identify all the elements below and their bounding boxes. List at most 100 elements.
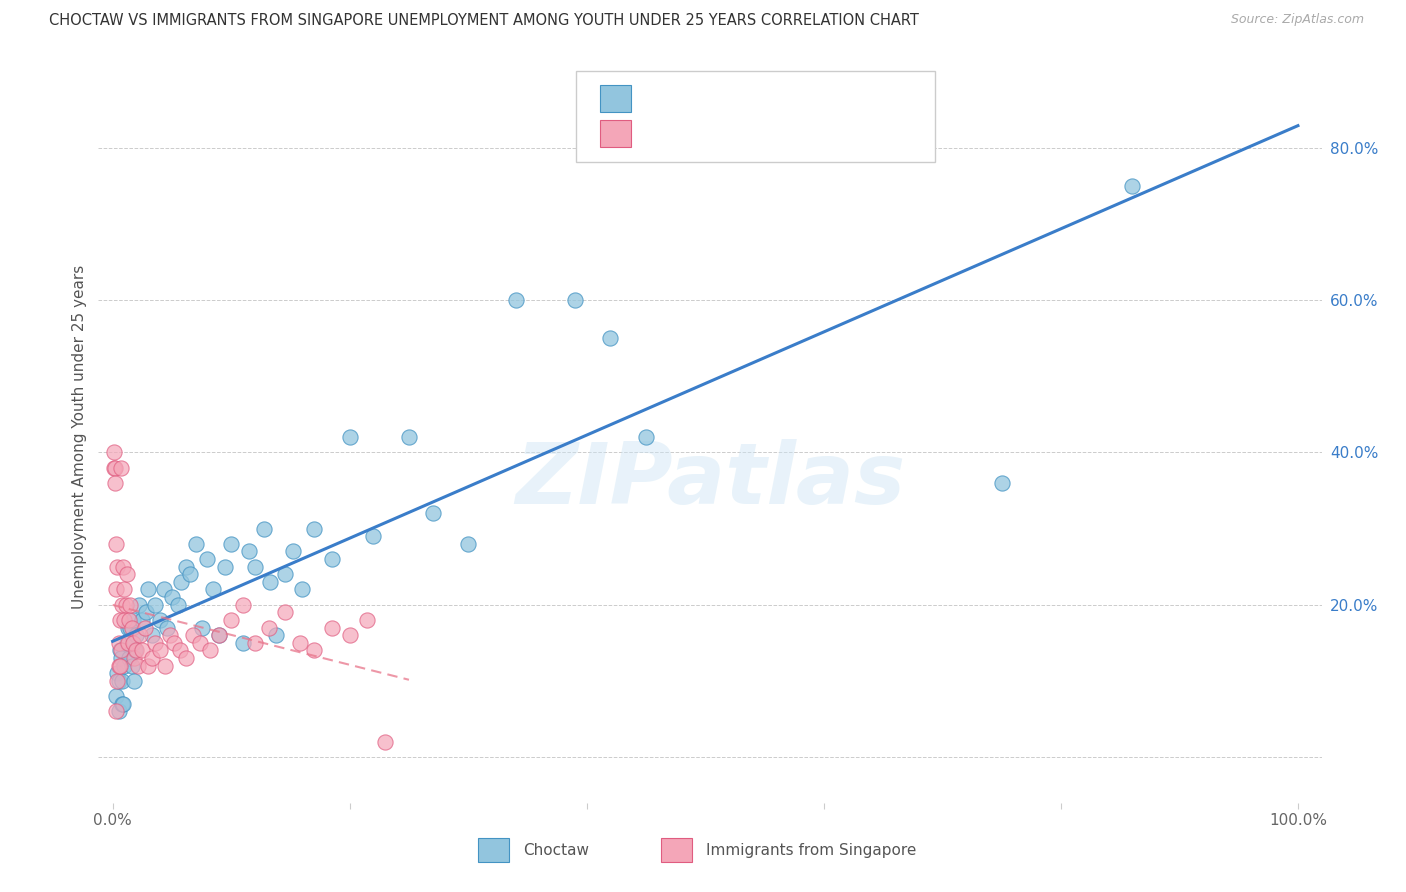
Point	[127, 658, 149, 673]
Point	[291, 582, 314, 597]
Point	[159, 628, 181, 642]
Text: Choctaw: Choctaw	[523, 843, 589, 857]
Point	[152, 582, 174, 597]
Point	[122, 651, 145, 665]
Point	[125, 643, 148, 657]
Point	[238, 544, 260, 558]
Point	[208, 628, 231, 642]
Point	[105, 689, 128, 703]
Point	[153, 658, 176, 673]
Point	[163, 636, 186, 650]
Text: N = 62: N = 62	[772, 89, 830, 107]
Point	[128, 598, 150, 612]
Text: R = 0.402: R = 0.402	[645, 125, 728, 143]
Point	[184, 537, 207, 551]
Point	[121, 636, 143, 650]
Point	[118, 651, 141, 665]
Point	[321, 621, 343, 635]
Point	[339, 628, 361, 642]
Point	[122, 673, 145, 688]
Point	[198, 643, 221, 657]
Point	[121, 621, 143, 635]
Point	[136, 582, 159, 597]
Point	[990, 475, 1012, 490]
Point	[105, 666, 128, 681]
Point	[134, 621, 156, 635]
Point	[118, 613, 141, 627]
Point	[219, 613, 242, 627]
Point	[160, 590, 183, 604]
Point	[105, 537, 128, 551]
Point	[111, 598, 134, 612]
Point	[1121, 178, 1143, 193]
Point	[112, 559, 135, 574]
Point	[339, 430, 361, 444]
Point	[120, 598, 142, 612]
Point	[214, 559, 236, 574]
Point	[121, 658, 143, 673]
Point	[107, 705, 129, 719]
Point	[125, 628, 148, 642]
Point	[232, 598, 254, 612]
Point	[110, 460, 132, 475]
Point	[104, 460, 127, 475]
Point	[115, 567, 138, 582]
Point	[243, 636, 266, 650]
Point	[112, 697, 135, 711]
Point	[208, 628, 231, 642]
Point	[143, 598, 166, 612]
Point	[219, 537, 242, 551]
Point	[103, 460, 125, 475]
Point	[111, 697, 134, 711]
Point	[105, 559, 128, 574]
Point	[110, 651, 132, 665]
Point	[107, 673, 129, 688]
Point	[302, 521, 325, 535]
Point	[243, 559, 266, 574]
Point	[321, 552, 343, 566]
Point	[174, 651, 197, 665]
Point	[104, 475, 127, 490]
Point	[115, 636, 138, 650]
Point	[149, 613, 172, 627]
Point	[149, 643, 172, 657]
Point	[136, 658, 159, 673]
Point	[131, 613, 153, 627]
Point	[197, 552, 219, 566]
Point	[457, 537, 479, 551]
Point	[108, 643, 131, 657]
Point	[107, 636, 129, 650]
Point	[117, 636, 139, 650]
Point	[188, 636, 211, 650]
Point	[131, 643, 153, 657]
Point	[202, 582, 225, 597]
Point	[114, 613, 136, 627]
Point	[108, 613, 131, 627]
Point	[166, 598, 188, 612]
Point	[135, 605, 157, 619]
Point	[141, 628, 163, 642]
Point	[190, 621, 212, 635]
Point	[107, 658, 129, 673]
Text: CHOCTAW VS IMMIGRANTS FROM SINGAPORE UNEMPLOYMENT AMONG YOUTH UNDER 25 YEARS COR: CHOCTAW VS IMMIGRANTS FROM SINGAPORE UNE…	[49, 13, 920, 29]
Text: Immigrants from Singapore: Immigrants from Singapore	[706, 843, 917, 857]
Point	[169, 643, 191, 657]
Point	[273, 605, 295, 619]
Point	[288, 636, 311, 650]
Point	[253, 521, 276, 535]
Point	[156, 621, 179, 635]
Point	[264, 628, 287, 642]
Point	[564, 293, 586, 307]
Point	[110, 643, 132, 657]
Point	[105, 673, 128, 688]
Point	[170, 574, 193, 589]
Point	[273, 567, 295, 582]
Point	[141, 651, 163, 665]
Point	[103, 445, 125, 459]
Point	[232, 636, 254, 650]
Point	[114, 658, 136, 673]
Point	[174, 559, 197, 574]
Point	[181, 628, 204, 642]
Point	[374, 735, 396, 749]
Point	[599, 331, 621, 345]
